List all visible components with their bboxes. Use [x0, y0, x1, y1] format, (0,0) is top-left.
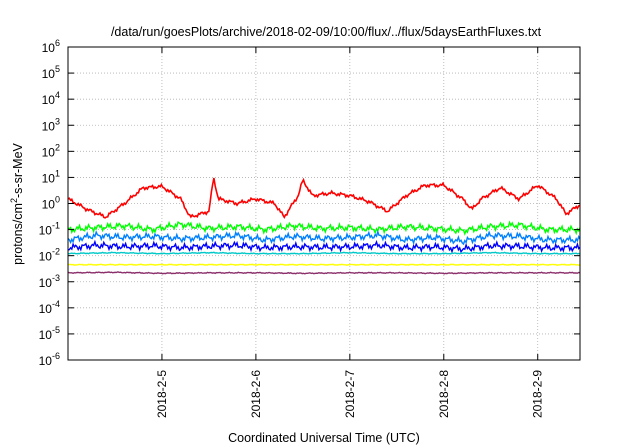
y-tick-label: 101 [42, 168, 60, 185]
y-axis-title-superscript: 2 [9, 198, 19, 203]
ticks [68, 46, 580, 361]
y-tick-label: 10-5 [39, 325, 60, 342]
chart-title: /data/run/goesPlots/archive/2018-02-09/1… [111, 25, 542, 39]
grid [68, 47, 580, 360]
y-axis-title-part: protons/cm [11, 203, 25, 265]
y-tick-label: 10-3 [39, 273, 60, 290]
x-tick-labels: 2018-2-5 2018-2-6 2018-2-7 2018-2-8 2018-2-9 [155, 370, 545, 418]
series-line [67, 263, 581, 266]
y-tick-label: 106 [42, 38, 60, 55]
x-tick-label: 2018-2-9 [531, 370, 545, 418]
x-tick-label: 2018-2-8 [437, 370, 451, 418]
series-line [67, 271, 581, 275]
y-tick-label: 105 [42, 64, 60, 81]
x-tick-label: 2018-2-5 [155, 370, 169, 418]
y-tick-label: 100 [42, 195, 60, 212]
x-axis-title: Coordinated Universal Time (UTC) [228, 431, 420, 445]
series-line [68, 251, 581, 255]
y-tick-label: 104 [42, 90, 60, 107]
y-tick-label: 10-1 [39, 221, 60, 238]
y-tick-label: 102 [42, 142, 60, 159]
x-tick-label: 2018-2-7 [343, 370, 357, 418]
series-line [67, 229, 581, 246]
series-layer [67, 177, 581, 275]
series-line [67, 239, 581, 254]
series-line [67, 220, 581, 236]
x-tick-label: 2018-2-6 [249, 370, 263, 418]
y-tick-labels: 10-6 10-5 10-4 10-3 10-2 10-1 100 101 102 103 104 1… [39, 38, 60, 368]
y-axis-title-part: -s-sr-MeV [11, 142, 25, 198]
y-tick-label: 10-4 [39, 299, 60, 316]
y-tick-label: 10-6 [39, 351, 60, 368]
y-tick-label: 103 [42, 116, 60, 133]
series-line [67, 177, 581, 219]
y-tick-label: 10-2 [39, 247, 60, 264]
y-axis-title: protons/cm2-s-sr-MeV [9, 142, 25, 264]
